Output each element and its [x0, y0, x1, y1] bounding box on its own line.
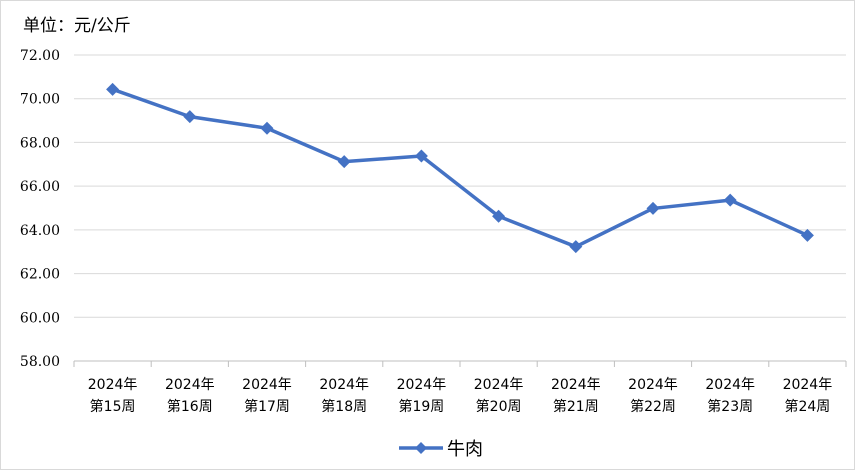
x-tick-label: 2024年 — [165, 377, 215, 393]
y-tick-label: 68.00 — [20, 135, 60, 151]
data-point-marker — [723, 193, 737, 207]
y-tick-label: 62.00 — [20, 267, 60, 283]
y-tick-label: 64.00 — [20, 223, 60, 239]
legend: 牛肉 — [399, 439, 483, 460]
series-line — [112, 87, 809, 249]
x-tick-label: 第23周 — [707, 398, 753, 415]
y-tick-label: 70.00 — [20, 92, 60, 108]
data-point-marker — [414, 149, 428, 163]
series-beef — [106, 82, 814, 254]
x-tick-label: 2024年 — [88, 377, 138, 393]
x-tick-label: 第17周 — [244, 398, 290, 415]
y-tick-label: 58.00 — [20, 354, 60, 370]
x-tick-label: 2024年 — [783, 377, 833, 393]
x-tick-label: 第19周 — [398, 398, 444, 415]
x-tick-label: 第22周 — [630, 398, 676, 415]
data-point-marker — [337, 155, 351, 169]
data-point-marker — [260, 121, 274, 135]
x-tick-label: 2024年 — [705, 377, 755, 393]
y-tick-label: 72.00 — [20, 48, 60, 64]
x-tick-label: 2024年 — [319, 377, 369, 393]
x-tick-label: 第16周 — [167, 398, 213, 415]
x-tick-label: 第15周 — [90, 398, 136, 415]
x-tick-label: 2024年 — [628, 377, 678, 393]
data-point-marker — [183, 110, 197, 124]
x-tick-label: 2024年 — [474, 377, 524, 393]
x-tick-label: 2024年 — [551, 377, 601, 393]
unit-label: 单位：元/公斤 — [23, 16, 131, 36]
legend-marker — [415, 442, 427, 454]
data-point-marker — [646, 201, 660, 215]
x-tick-label: 第18周 — [321, 398, 367, 415]
legend-label: 牛肉 — [447, 439, 483, 460]
x-tick-label: 2024年 — [397, 377, 447, 393]
x-tick-label: 第24周 — [784, 398, 830, 415]
x-tick-label: 第21周 — [553, 398, 599, 415]
data-point-marker — [569, 240, 583, 254]
x-tick-label: 第20周 — [476, 398, 522, 415]
x-tick-label: 2024年 — [242, 377, 292, 393]
y-tick-label: 66.00 — [20, 179, 60, 195]
data-point-marker — [800, 228, 814, 242]
data-point-marker — [106, 82, 120, 96]
y-axis-tick-labels: 58.00 60.00 62.00 64.00 66.00 68.00 70.00 72.00 — [20, 48, 60, 370]
data-point-marker — [492, 209, 506, 223]
x-axis — [73, 360, 847, 367]
y-tick-label: 60.00 — [20, 310, 60, 326]
